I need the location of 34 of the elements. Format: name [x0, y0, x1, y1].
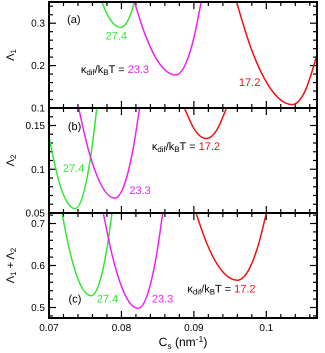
x-tick-label: 0.09	[184, 323, 204, 334]
line-series	[236, 2, 317, 106]
series-label: 27.4	[62, 162, 84, 175]
y-tick-label: 0.2	[31, 61, 46, 72]
y-tick-label: 0.05	[26, 208, 46, 220]
annotation: κ$_{dif}$/k$_{B}$T =	[80, 64, 125, 78]
annotation: κ$_{dif}$/k$_{B}$T =	[187, 283, 232, 297]
annotation: (c)	[68, 293, 82, 306]
series-label: 17.2	[231, 283, 256, 296]
series-label: 27.4	[96, 293, 118, 306]
y-tick-label: 0.7	[31, 219, 46, 230]
x-tick-label: 0.08	[112, 323, 132, 334]
annotation: (a)	[67, 14, 81, 26]
annotation: κ$_{dif}$/k$_{B}$T =	[152, 141, 196, 154]
x-axis-title: C$_{s}$ (nm$^{-1}$)	[158, 334, 208, 351]
series-label: 23.3	[124, 64, 150, 76]
series-label: 27.4	[106, 30, 128, 42]
line-series	[195, 213, 268, 281]
y-tick-label: 0.6	[31, 261, 46, 272]
line-series	[61, 213, 113, 296]
series-label: 23.3	[152, 293, 174, 306]
x-tick-label: 0.1	[259, 323, 274, 334]
y-tick-label: 0.15	[26, 121, 46, 132]
line-series	[101, 2, 136, 28]
line-series	[49, 108, 98, 210]
x-tick-label: 0.07	[39, 323, 60, 334]
y-tick-label: 0.1	[31, 164, 46, 176]
series-label: 17.2	[196, 141, 220, 153]
series-label: 23.3	[129, 184, 151, 197]
y-tick-label: 0.1	[31, 104, 46, 114]
y-tick-label: 0.3	[31, 18, 46, 30]
y-tick-label: 0.5	[31, 303, 46, 314]
series-label: 17.2	[238, 76, 260, 89]
annotation: (b)	[68, 120, 82, 133]
